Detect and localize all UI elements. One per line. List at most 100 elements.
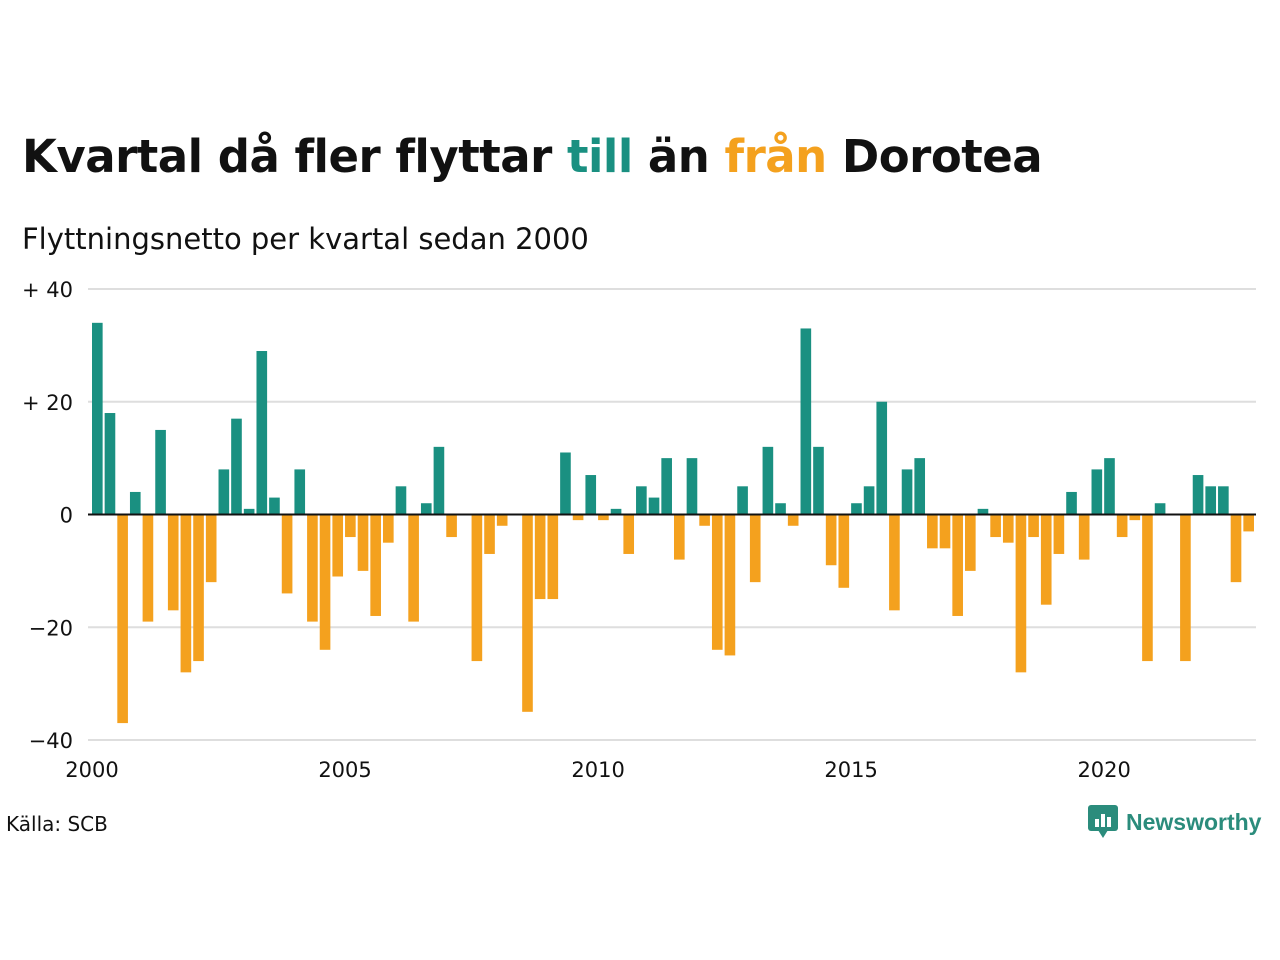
bar: [711, 514, 723, 650]
bar: [205, 514, 217, 583]
bar: [256, 351, 268, 515]
bar: [800, 328, 812, 515]
bar: [838, 514, 850, 588]
bar: [534, 514, 546, 600]
bar: [547, 514, 559, 600]
bar: [496, 514, 508, 526]
bar: [193, 514, 204, 662]
bar: [345, 514, 356, 538]
source-note: Källa: SCB: [6, 812, 108, 836]
bar: [1015, 514, 1027, 673]
bar: [420, 503, 432, 515]
bar: [1243, 514, 1254, 532]
bar: [408, 514, 419, 622]
bar: [484, 514, 495, 554]
bar: [142, 514, 154, 622]
bar: [648, 497, 660, 515]
bar: [471, 514, 483, 662]
bar: [952, 514, 963, 616]
bar: [522, 514, 533, 712]
bar: [914, 458, 926, 515]
bar: [1154, 503, 1166, 515]
bar: [724, 514, 736, 656]
bar: [1230, 514, 1242, 583]
title-word-till: till: [566, 130, 633, 183]
bar: [939, 514, 951, 549]
bar: [281, 514, 293, 594]
bar: [661, 458, 672, 515]
bar: [699, 514, 710, 526]
bar: [395, 486, 407, 515]
bar: [825, 514, 837, 566]
x-tick-label: 2020: [1077, 758, 1130, 782]
bar: [1040, 514, 1052, 605]
bar: [762, 446, 774, 515]
title-part-1: Kvartal då fler flyttar: [22, 130, 567, 183]
bar: [623, 514, 635, 554]
chart-subtitle: Flyttningsnetto per kvartal sedan 2000: [22, 222, 589, 256]
bar: [1028, 514, 1039, 538]
bar: [775, 503, 786, 515]
bar: [383, 514, 394, 543]
chat-chart-icon: [1088, 805, 1118, 838]
bar: [787, 514, 799, 526]
bar: [231, 418, 242, 515]
bar: [332, 514, 344, 577]
bar: [1066, 491, 1077, 515]
title-part-3: än: [632, 130, 725, 183]
bar: [1129, 514, 1141, 521]
bar: [92, 322, 103, 515]
chart-title: Kvartal då fler flyttar till än från Dor…: [22, 130, 1043, 183]
bar: [1180, 514, 1191, 662]
bar: [446, 514, 457, 538]
title-part-5: Dorotea: [826, 130, 1043, 183]
title-word-fran: från: [724, 130, 828, 183]
bar-chart: + 40 + 20 0 −20 −40 2000 2005 2010 2015 2020: [22, 278, 1256, 782]
bar: [572, 514, 584, 521]
bar: [1218, 486, 1229, 515]
bar: [636, 486, 647, 515]
bar: [357, 514, 369, 571]
bar: [927, 514, 938, 549]
bar: [294, 469, 306, 515]
bar: [1002, 514, 1014, 543]
bar: [737, 486, 748, 515]
x-tick-label: 2015: [824, 758, 877, 782]
bar: [1104, 458, 1115, 515]
bar: [560, 452, 571, 515]
x-tick-label: 2010: [571, 758, 624, 782]
bar: [965, 514, 976, 571]
y-tick-label: −20: [29, 616, 73, 640]
bar: [749, 514, 761, 583]
bar: [1205, 486, 1217, 515]
bar: [977, 508, 989, 515]
bar: [307, 514, 318, 622]
bar: [319, 514, 331, 650]
bar: [180, 514, 192, 673]
x-tick-label: 2000: [65, 758, 118, 782]
y-tick-label: 0: [60, 504, 73, 528]
bar: [218, 469, 230, 515]
bar: [674, 514, 685, 560]
bar: [851, 503, 862, 515]
bar: [1142, 514, 1153, 662]
bar: [1053, 514, 1065, 554]
bar: [433, 446, 445, 515]
bar: [117, 514, 128, 724]
bar: [1078, 514, 1090, 560]
y-tick-label: + 40: [22, 278, 73, 302]
bar: [610, 508, 622, 515]
y-tick-label: −40: [29, 729, 73, 753]
bar: [990, 514, 1001, 538]
bar: [876, 401, 888, 515]
bar: [370, 514, 381, 616]
bar: [1091, 469, 1103, 515]
bar: [129, 491, 141, 515]
bar: [155, 429, 166, 515]
bar: [813, 446, 824, 515]
bar: [243, 508, 255, 515]
bar: [889, 514, 900, 611]
bar: [167, 514, 179, 611]
bar: [686, 458, 698, 515]
bar: [901, 469, 913, 515]
